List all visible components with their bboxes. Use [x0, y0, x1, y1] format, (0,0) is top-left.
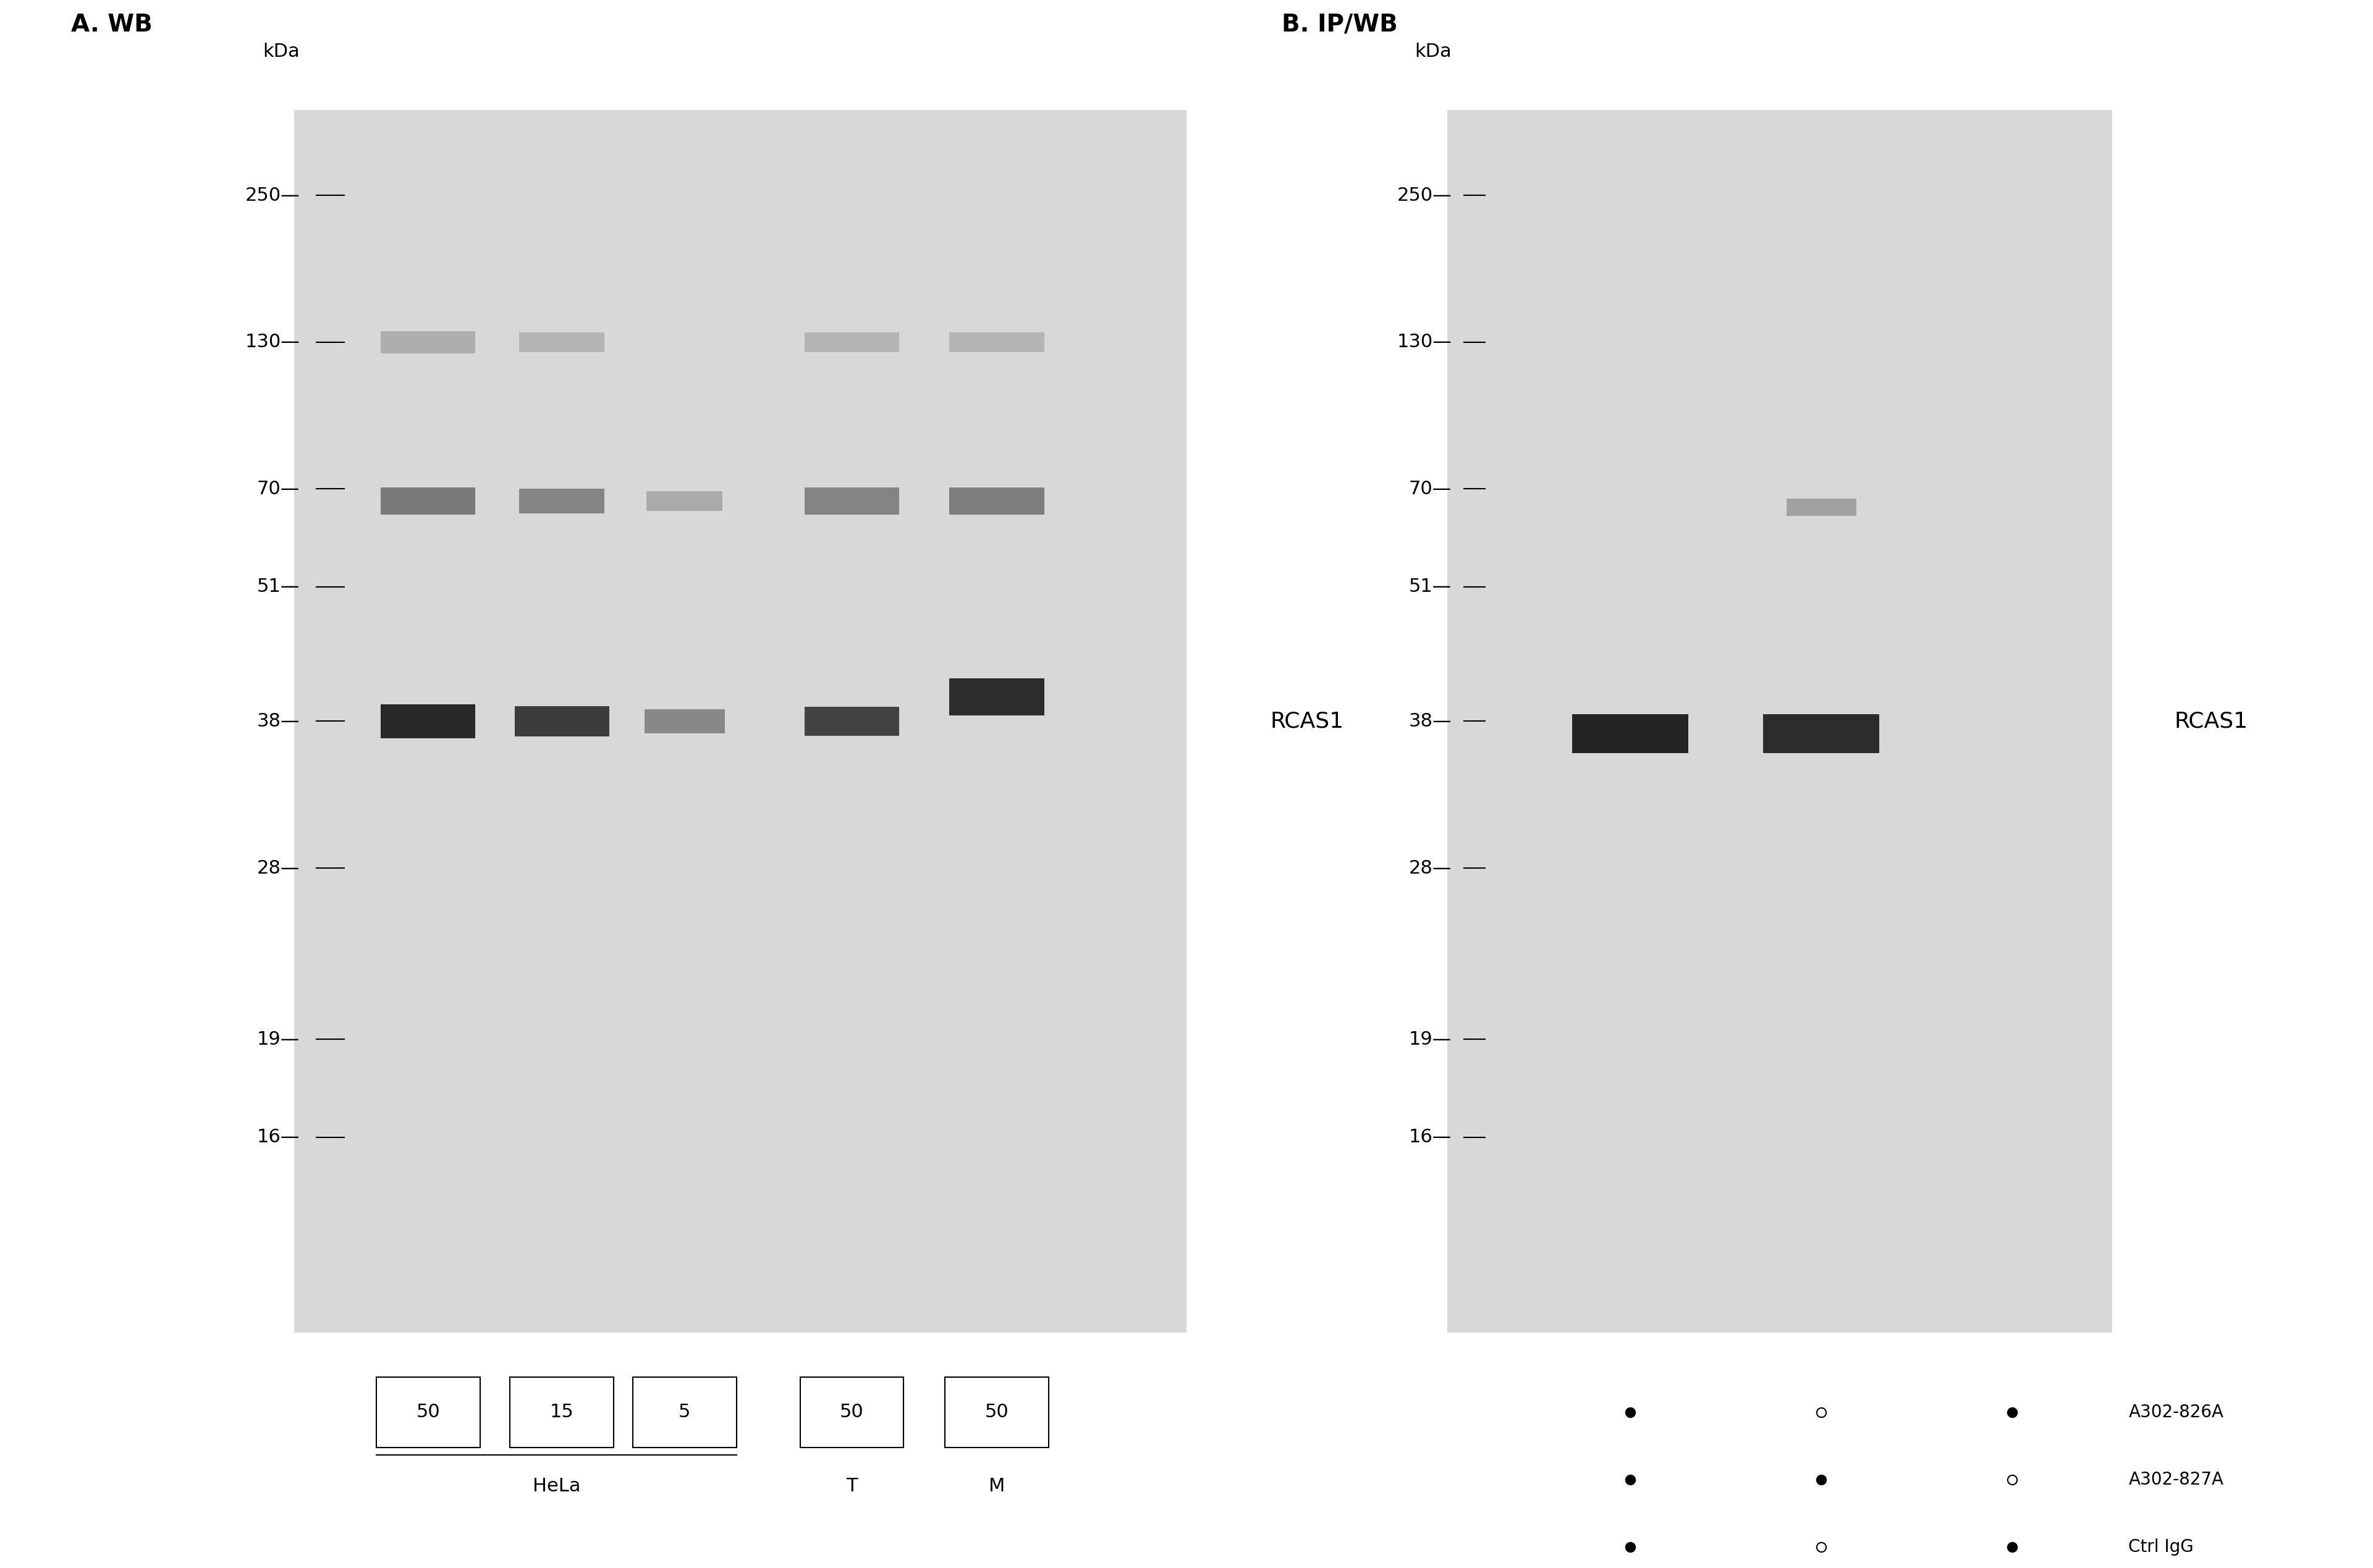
Bar: [944, 1377, 1049, 1447]
Bar: [515, 706, 610, 737]
Text: A. WB: A. WB: [71, 13, 152, 36]
Bar: [380, 488, 475, 514]
Bar: [1571, 713, 1687, 753]
Text: HeLa: HeLa: [532, 1477, 581, 1494]
Text: 250—: 250—: [1398, 187, 1452, 204]
Bar: [800, 1377, 904, 1447]
Bar: [510, 1377, 615, 1447]
Bar: [1787, 499, 1856, 516]
Text: 38—: 38—: [256, 712, 299, 731]
Bar: [294, 110, 1186, 1333]
Text: 19—: 19—: [256, 1030, 299, 1049]
Text: 19—: 19—: [1410, 1030, 1452, 1049]
Text: Ctrl IgG: Ctrl IgG: [2129, 1538, 2195, 1555]
Text: 16—: 16—: [256, 1127, 299, 1146]
Text: kDa: kDa: [1414, 42, 1452, 61]
Text: A302-827A: A302-827A: [2129, 1471, 2224, 1488]
Text: kDa: kDa: [263, 42, 299, 61]
Bar: [804, 707, 899, 735]
Text: 51—: 51—: [256, 577, 299, 596]
Bar: [949, 488, 1044, 514]
Text: RCAS1: RCAS1: [2174, 710, 2247, 732]
Text: 50: 50: [985, 1403, 1009, 1421]
Text: 130—: 130—: [1398, 332, 1452, 351]
Text: 5: 5: [679, 1403, 691, 1421]
Text: 16—: 16—: [1410, 1127, 1452, 1146]
Bar: [520, 332, 605, 351]
Text: 51—: 51—: [1410, 577, 1452, 596]
Text: 70—: 70—: [256, 480, 299, 499]
Bar: [804, 488, 899, 514]
Text: A302-826A: A302-826A: [2129, 1403, 2224, 1421]
Bar: [520, 489, 605, 513]
Bar: [949, 332, 1044, 351]
Text: M: M: [990, 1477, 1006, 1494]
Bar: [648, 491, 721, 511]
Bar: [380, 704, 475, 739]
Text: 38—: 38—: [1410, 712, 1452, 731]
Text: 50: 50: [840, 1403, 864, 1421]
Text: 70—: 70—: [1410, 480, 1452, 499]
Bar: [949, 679, 1044, 715]
Text: 250—: 250—: [244, 187, 299, 204]
Bar: [645, 709, 724, 734]
Text: T: T: [847, 1477, 857, 1494]
Text: 15: 15: [551, 1403, 574, 1421]
Text: 130—: 130—: [244, 332, 299, 351]
Bar: [634, 1377, 736, 1447]
Text: 28—: 28—: [1410, 859, 1452, 877]
Text: RCAS1: RCAS1: [1270, 710, 1343, 732]
Bar: [380, 331, 475, 353]
Text: B. IP/WB: B. IP/WB: [1281, 13, 1398, 36]
Bar: [1763, 713, 1879, 753]
Bar: [804, 332, 899, 351]
Text: 28—: 28—: [256, 859, 299, 877]
Bar: [377, 1377, 479, 1447]
Text: 50: 50: [415, 1403, 439, 1421]
Bar: [1448, 110, 2112, 1333]
